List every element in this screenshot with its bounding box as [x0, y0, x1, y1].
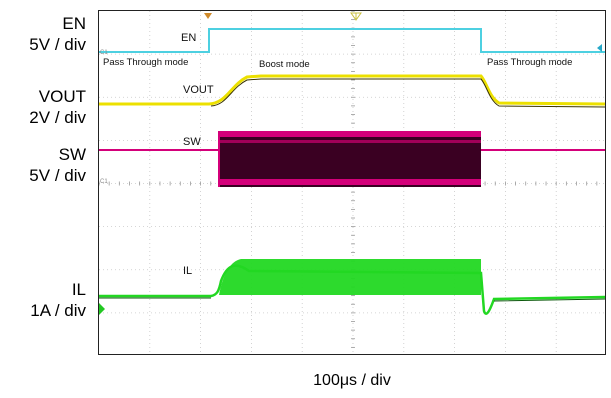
vout-trace-label: VOUT [183, 84, 214, 96]
sw-band-top [219, 131, 481, 137]
sw-band-bottom [219, 179, 481, 185]
en-trace-label: EN [181, 32, 196, 44]
oscilloscope-screen: EN VOUT SW IL Pass Through mode Boost mo… [98, 10, 606, 355]
sw-name: SW [58, 145, 86, 164]
il-scale: 1A / div [30, 301, 86, 320]
boost-mode-label: Boost mode [259, 59, 310, 70]
trigger-position-marker [204, 13, 212, 19]
il-level-marker [99, 303, 105, 315]
il-name: IL [71, 280, 86, 299]
pass-through-left-label: Pass Through mode [103, 57, 188, 68]
vout-scale: 2V / div [29, 108, 86, 127]
sw-band-upper [219, 140, 481, 143]
vout-name: VOUT [38, 87, 86, 106]
en-trace [99, 28, 605, 53]
sw-scale: 5V / div [29, 166, 86, 185]
timebase-label: 100μs / div [313, 372, 391, 389]
ch1-ground-marker-2: C1 [100, 179, 108, 185]
sw-trace-label: SW [183, 136, 201, 148]
il-trace-shadow [99, 297, 605, 302]
time-center-marker [350, 12, 362, 21]
sw-switching-band [219, 131, 481, 187]
en-level-marker [597, 44, 602, 52]
il-trace [99, 264, 605, 315]
il-trace-label: IL [183, 265, 192, 277]
scope-plot: EN VOUT SW IL Pass Through mode Boost mo… [99, 11, 605, 354]
il-channel-label: IL 1A / div [0, 279, 86, 321]
ch1-ground-marker: C1 [100, 50, 108, 56]
en-name: EN [62, 14, 86, 33]
vout-channel-label: VOUT 2V / div [0, 86, 86, 128]
en-channel-label: EN 5V / div [0, 13, 86, 55]
vout-trace [99, 74, 605, 106]
sw-channel-label: SW 5V / div [0, 144, 86, 186]
pass-through-right-label: Pass Through mode [487, 57, 572, 68]
il-band [219, 259, 481, 295]
en-scale: 5V / div [29, 35, 86, 54]
vout-trace-shadow [210, 78, 605, 108]
